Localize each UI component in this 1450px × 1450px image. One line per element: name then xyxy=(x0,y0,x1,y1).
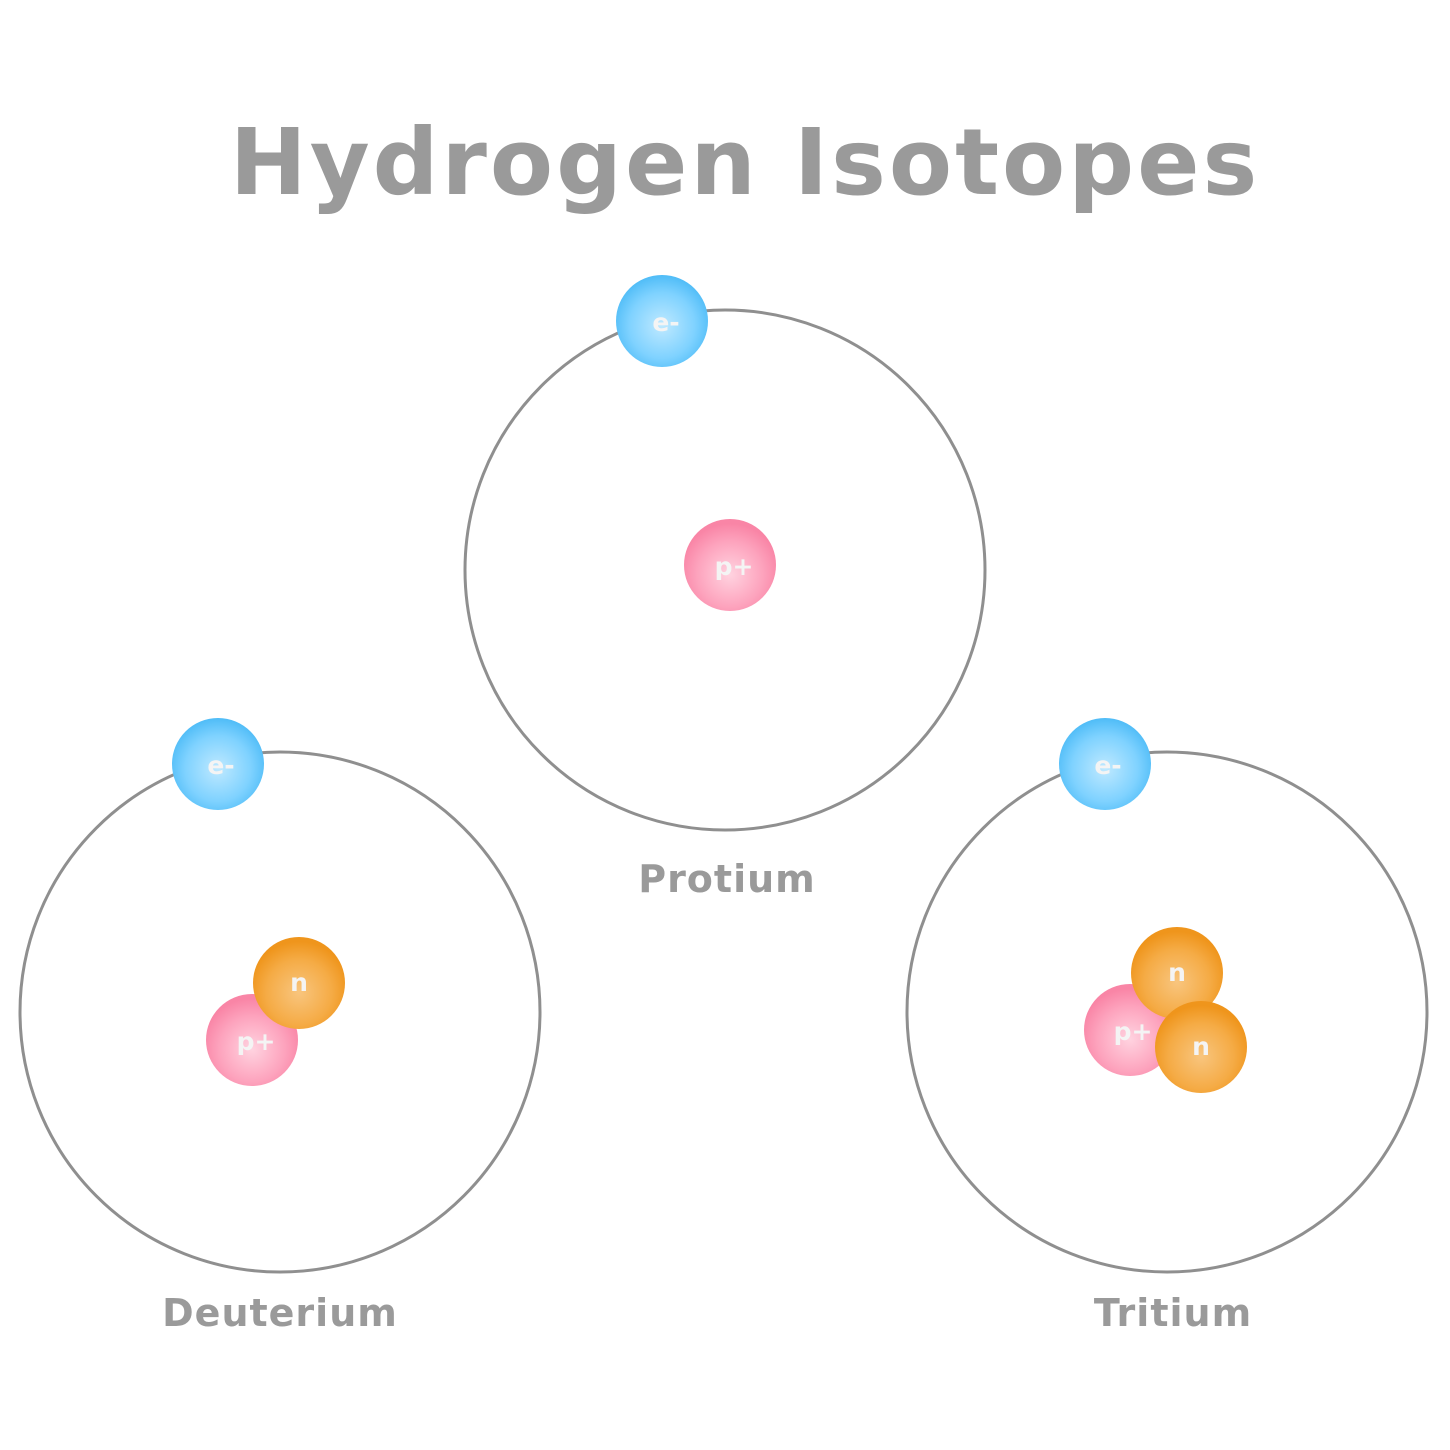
deuterium-orbit xyxy=(18,750,542,1274)
deuterium-electron-sphere xyxy=(172,718,264,810)
tritium-electron-label: e- xyxy=(1094,751,1121,780)
tritium-neutron-bottom: n xyxy=(1155,1001,1247,1093)
page-title: Hydrogen Isotopes xyxy=(230,109,1261,216)
deuterium-electron-label: e- xyxy=(207,751,234,780)
tritium-neutron-top: n xyxy=(1131,927,1223,1019)
deuterium-atom: p+ n e- Deuterium xyxy=(18,718,542,1335)
deuterium-proton-label: p+ xyxy=(237,1027,276,1056)
protium-label: Protium xyxy=(638,857,816,901)
tritium-atom: p+ n n e- Tritium xyxy=(905,718,1429,1335)
protium-electron: e- xyxy=(616,275,708,367)
tritium-orbit xyxy=(905,750,1429,1274)
deuterium-neutron: n xyxy=(253,937,345,1029)
protium-proton-label: p+ xyxy=(715,552,754,581)
protium-atom: p+ e- Protium xyxy=(463,275,987,901)
deuterium-neutron-label: n xyxy=(290,968,308,997)
protium-proton: p+ xyxy=(684,519,776,611)
tritium-neutron-top-label: n xyxy=(1168,958,1186,987)
deuterium-label: Deuterium xyxy=(162,1291,398,1335)
deuterium-neutron-sphere xyxy=(253,937,345,1029)
protium-electron-sphere xyxy=(616,275,708,367)
tritium-neutron-bottom-sphere xyxy=(1155,1001,1247,1093)
deuterium-electron: e- xyxy=(172,718,264,810)
protium-electron-label: e- xyxy=(652,308,679,337)
tritium-electron: e- xyxy=(1059,718,1151,810)
tritium-neutron-bottom-label: n xyxy=(1192,1032,1210,1061)
tritium-proton-label: p+ xyxy=(1114,1017,1153,1046)
tritium-neutron-top-sphere xyxy=(1131,927,1223,1019)
protium-proton-sphere xyxy=(684,519,776,611)
tritium-label: Tritium xyxy=(1094,1291,1252,1335)
protium-orbit xyxy=(463,308,987,832)
tritium-electron-sphere xyxy=(1059,718,1151,810)
